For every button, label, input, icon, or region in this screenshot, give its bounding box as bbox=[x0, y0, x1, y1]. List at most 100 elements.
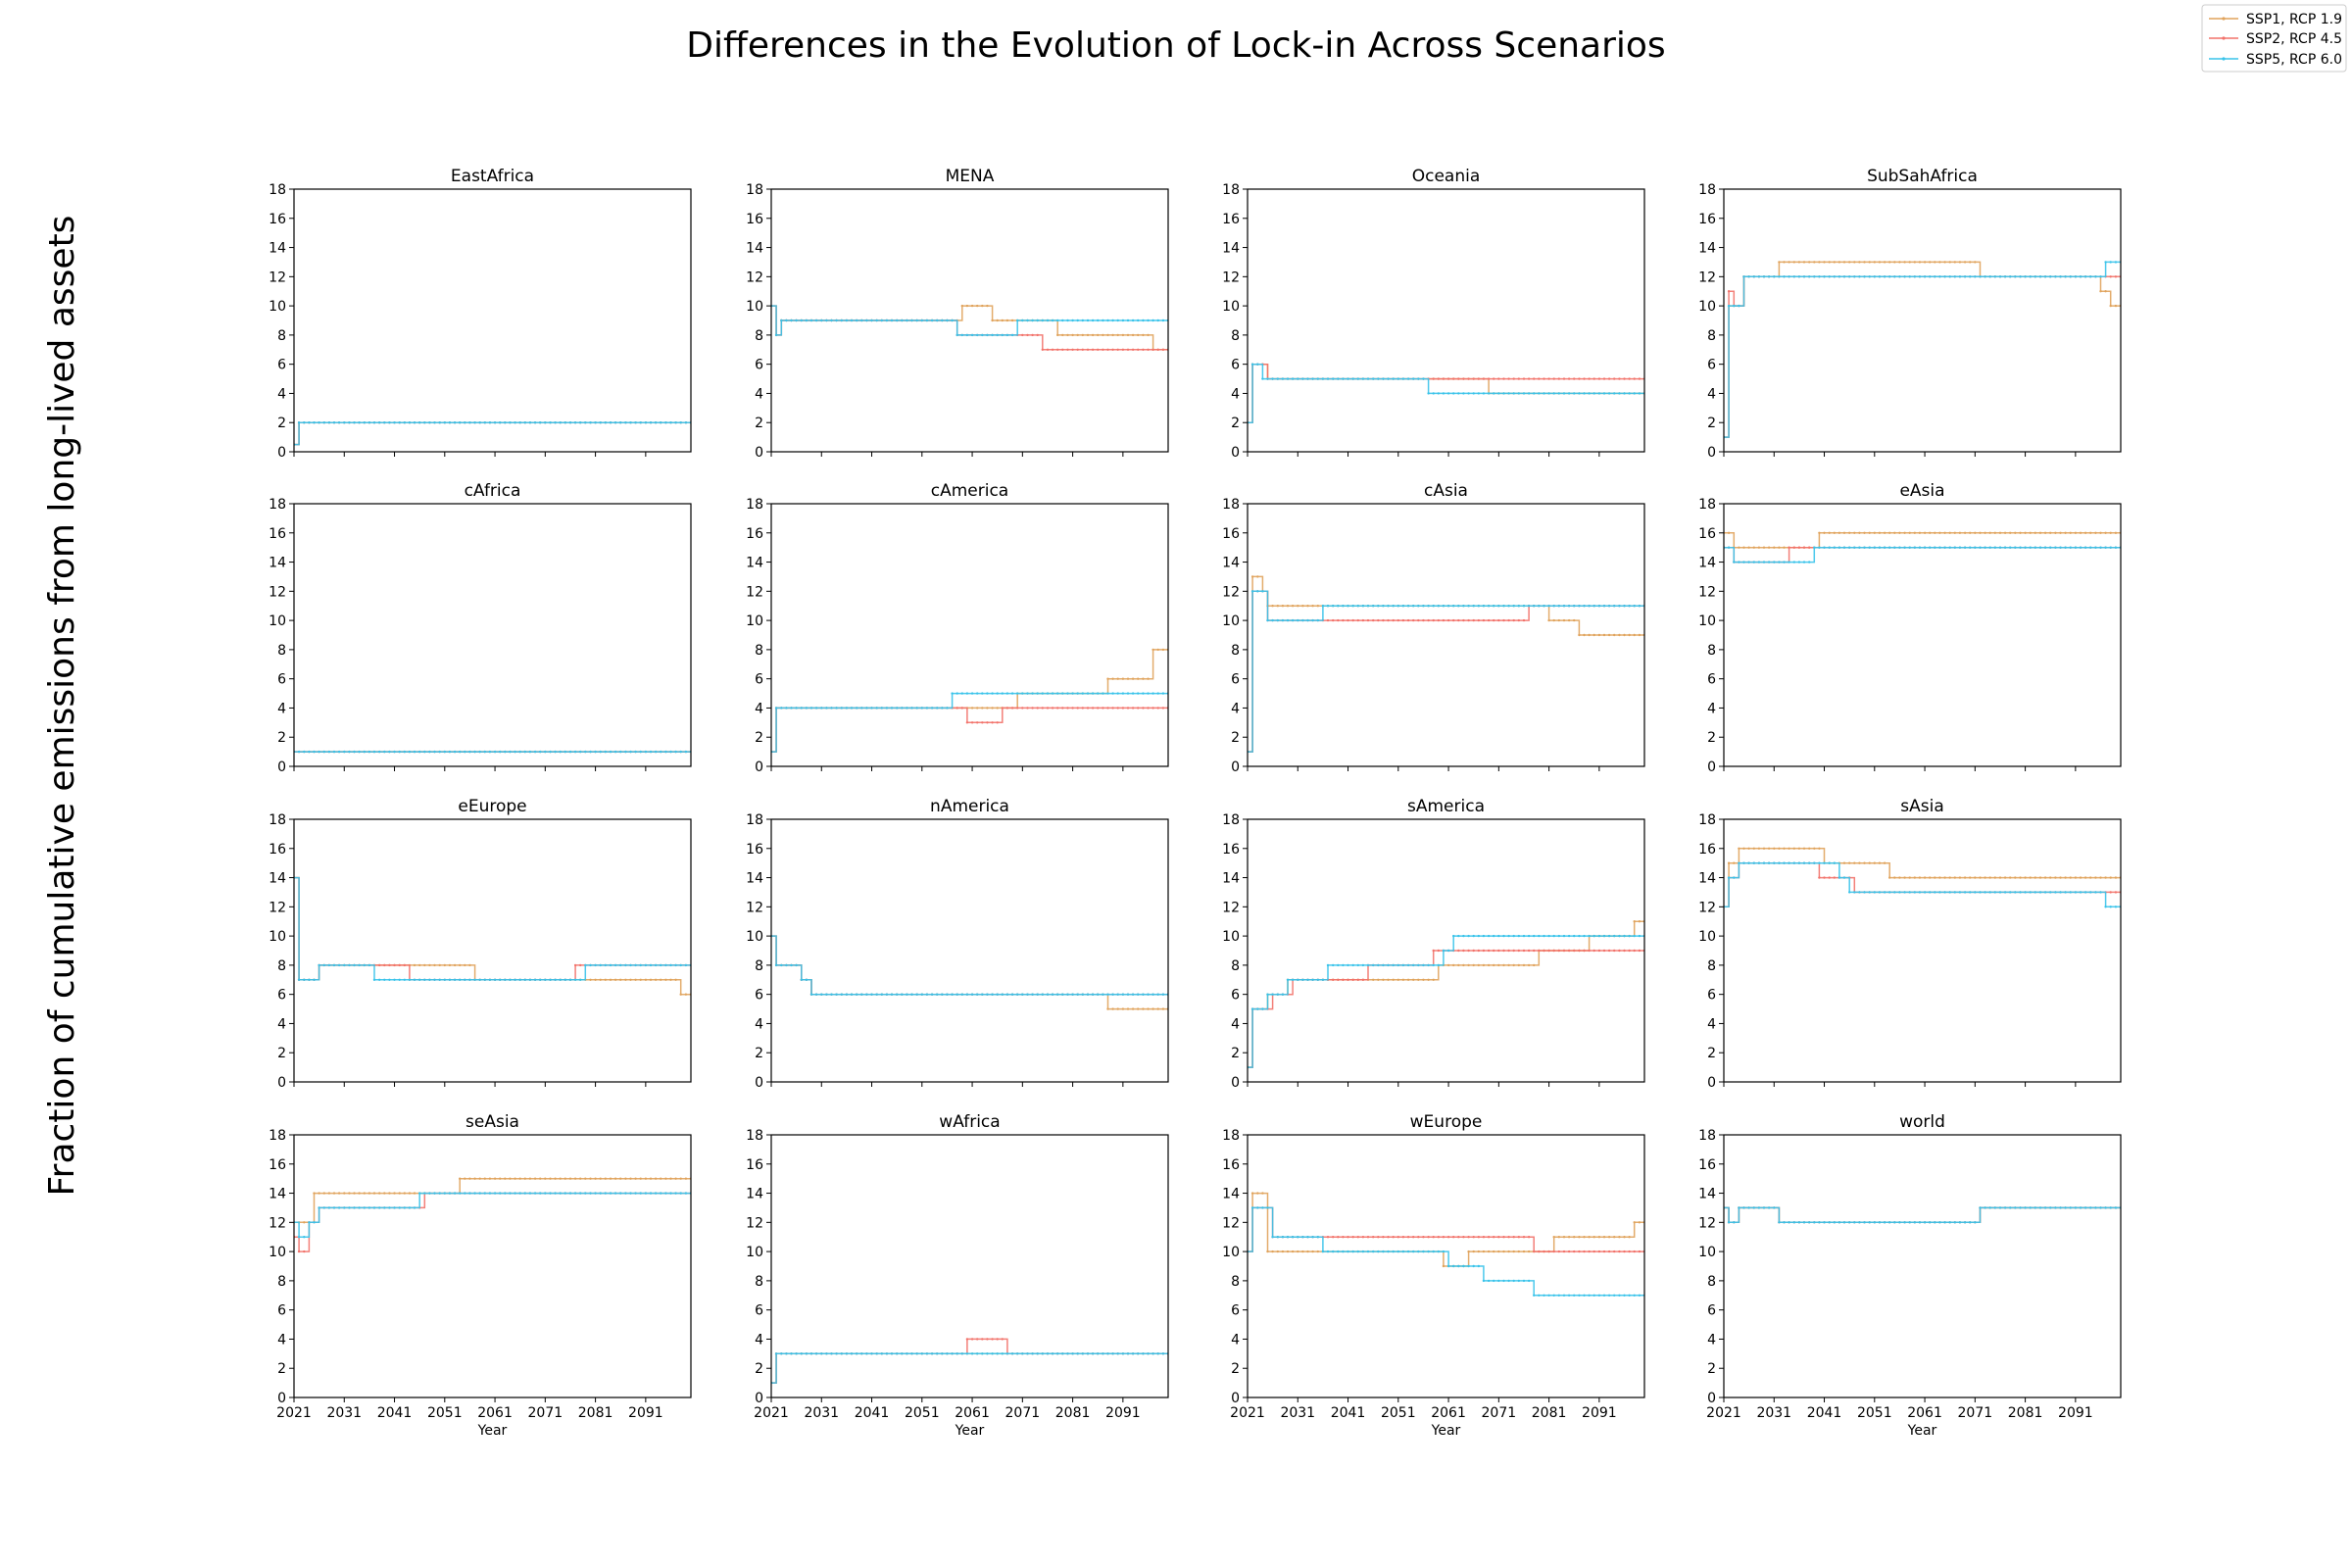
data-point bbox=[890, 707, 894, 710]
data-point bbox=[1297, 1236, 1299, 1239]
data-point bbox=[1126, 707, 1130, 710]
data-point bbox=[1588, 633, 1591, 637]
panel-title-namerica: nAmerica bbox=[930, 797, 1009, 816]
data-point bbox=[1552, 392, 1555, 395]
y-tick-label: 0 bbox=[1707, 445, 1716, 461]
y-tick-label: 10 bbox=[746, 1245, 763, 1260]
data-point bbox=[1507, 605, 1510, 608]
data-point bbox=[1853, 531, 1856, 534]
x-tick-label: 2081 bbox=[1532, 1405, 1567, 1421]
panel-title-casia: cAsia bbox=[1424, 481, 1468, 501]
data-point bbox=[1392, 605, 1395, 608]
data-point bbox=[1557, 934, 1561, 938]
y-tick-label: 2 bbox=[1231, 1361, 1240, 1377]
series-layer bbox=[771, 1338, 1168, 1385]
data-point bbox=[464, 421, 466, 424]
data-point bbox=[1883, 275, 1886, 278]
data-point bbox=[1583, 949, 1586, 953]
data-point bbox=[1457, 618, 1460, 622]
panel-title-eastafrica: EastAfrica bbox=[451, 167, 534, 186]
data-point bbox=[1578, 633, 1581, 637]
data-point bbox=[1898, 876, 1901, 879]
series-line-ssp5-rcp-6-0 bbox=[1248, 935, 1644, 1068]
data-point bbox=[1588, 949, 1591, 953]
data-point bbox=[1592, 1294, 1595, 1298]
data-point bbox=[1387, 1250, 1390, 1253]
data-point bbox=[418, 963, 421, 967]
data-point bbox=[1802, 1221, 1806, 1224]
data-point bbox=[805, 1352, 808, 1355]
data-point bbox=[996, 721, 999, 724]
data-point bbox=[1573, 392, 1576, 395]
data-point bbox=[1727, 531, 1731, 534]
data-point bbox=[1613, 377, 1616, 380]
data-point bbox=[1988, 275, 1991, 278]
data-point bbox=[1102, 333, 1104, 337]
data-point bbox=[483, 750, 486, 754]
data-point bbox=[393, 978, 396, 981]
data-point bbox=[915, 707, 918, 710]
data-point bbox=[800, 707, 803, 710]
data-point bbox=[332, 963, 336, 967]
data-point bbox=[1522, 963, 1526, 967]
data-point bbox=[1623, 1250, 1626, 1253]
data-point bbox=[1091, 993, 1095, 996]
data-point bbox=[1467, 934, 1470, 938]
y-tick-label: 0 bbox=[755, 1075, 763, 1091]
data-point bbox=[459, 421, 462, 424]
data-point bbox=[1848, 1221, 1851, 1224]
data-point bbox=[2114, 876, 2118, 879]
y-tick-label: 18 bbox=[746, 1128, 763, 1144]
data-point bbox=[1137, 1352, 1140, 1355]
data-point bbox=[1121, 707, 1125, 710]
data-point bbox=[991, 993, 994, 996]
data-point bbox=[1361, 1250, 1365, 1253]
data-point bbox=[835, 1352, 838, 1355]
data-point bbox=[363, 1192, 366, 1195]
data-point bbox=[880, 318, 883, 322]
data-point bbox=[1517, 377, 1521, 380]
data-point bbox=[1797, 261, 1801, 264]
data-point bbox=[332, 750, 336, 754]
data-point bbox=[1767, 861, 1771, 864]
data-point bbox=[1733, 1221, 1736, 1224]
data-point bbox=[1493, 618, 1495, 622]
data-point bbox=[1472, 934, 1475, 938]
data-point bbox=[814, 707, 818, 710]
data-point bbox=[509, 978, 512, 981]
data-point bbox=[976, 333, 979, 337]
data-point bbox=[2019, 546, 2022, 549]
data-point bbox=[825, 1352, 828, 1355]
data-point bbox=[584, 421, 587, 424]
data-point bbox=[1979, 275, 1982, 278]
data-point bbox=[2064, 891, 2067, 894]
data-point bbox=[1778, 261, 1781, 264]
data-point bbox=[1462, 605, 1465, 608]
data-point bbox=[1026, 707, 1029, 710]
y-tick-label: 18 bbox=[746, 182, 763, 198]
data-point bbox=[1618, 392, 1621, 395]
data-point bbox=[509, 1177, 512, 1180]
data-point bbox=[1156, 648, 1159, 652]
data-point bbox=[1592, 392, 1595, 395]
data-point bbox=[1497, 1236, 1500, 1239]
data-point bbox=[1401, 978, 1405, 981]
data-point bbox=[1863, 275, 1866, 278]
y-tick-label: 18 bbox=[1222, 497, 1240, 513]
y-tick-label: 0 bbox=[1707, 760, 1716, 775]
data-point bbox=[1533, 377, 1536, 380]
data-point bbox=[523, 978, 526, 981]
data-point bbox=[1106, 677, 1109, 680]
x-tick-label: 2071 bbox=[1958, 1405, 1993, 1421]
data-point bbox=[1281, 1236, 1285, 1239]
y-tick-label: 18 bbox=[1222, 812, 1240, 828]
data-point bbox=[1056, 1352, 1059, 1355]
data-point bbox=[1442, 377, 1446, 380]
data-point bbox=[1487, 1279, 1491, 1283]
x-tick-label: 2071 bbox=[1005, 1405, 1041, 1421]
data-point bbox=[559, 421, 562, 424]
x-tick-label: 2081 bbox=[1055, 1405, 1091, 1421]
y-tick-label: 12 bbox=[1698, 900, 1716, 915]
